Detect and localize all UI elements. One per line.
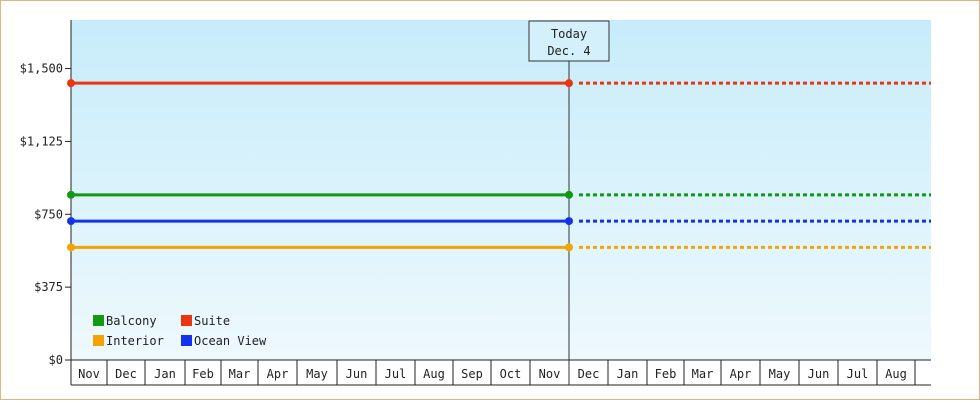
legend-label: Suite [194,314,230,328]
today-box [528,20,610,62]
plot-background [71,20,931,360]
x-tick-label: Sep [461,367,483,381]
y-tick-label: $0 [49,353,63,367]
series-point [565,243,573,252]
x-tick-label: Feb [192,367,214,381]
legend-label: Ocean View [194,334,267,348]
x-tick-label: Aug [885,367,907,381]
x-tick-label: May [769,367,791,381]
y-tick-label: $1,125 [20,134,63,148]
series-point [67,79,75,88]
y-tick-label: $1,500 [20,62,63,76]
legend-swatch [93,335,104,346]
legend-swatch [181,335,192,346]
x-tick-label: May [306,367,328,381]
x-tick-label: Apr [267,367,289,381]
x-tick-label: Jan [154,367,176,381]
series-point [67,190,75,199]
y-tick-label: $750 [34,207,63,221]
legend-swatch [93,315,104,326]
today-label: Today [551,27,587,41]
x-tick-label: Nov [539,367,561,381]
series-point [565,79,573,88]
legend-label: Balcony [106,314,157,328]
x-tick-label: Aug [423,367,445,381]
x-tick-label: Jun [808,367,830,381]
x-tick-label: Nov [78,367,100,381]
x-tick-label: Jul [847,367,869,381]
y-tick-label: $375 [34,280,63,294]
x-tick-label: Oct [500,367,522,381]
x-tick-label: Feb [655,367,677,381]
series-point [67,217,75,226]
series-point [565,217,573,226]
x-tick-label: Mar [229,367,251,381]
x-tick-label: Apr [730,367,752,381]
series-point [67,243,75,252]
series-point [565,190,573,199]
legend-label: Interior [106,334,164,348]
x-tick-label: Jul [385,367,407,381]
x-tick-label: Jan [617,367,639,381]
x-tick-label: Dec [578,367,600,381]
x-tick-label: Mar [692,367,714,381]
x-tick-label: Dec [115,367,137,381]
legend-swatch [181,315,192,326]
x-tick-label: Jun [346,367,368,381]
today-label: Dec. 4 [547,44,590,58]
